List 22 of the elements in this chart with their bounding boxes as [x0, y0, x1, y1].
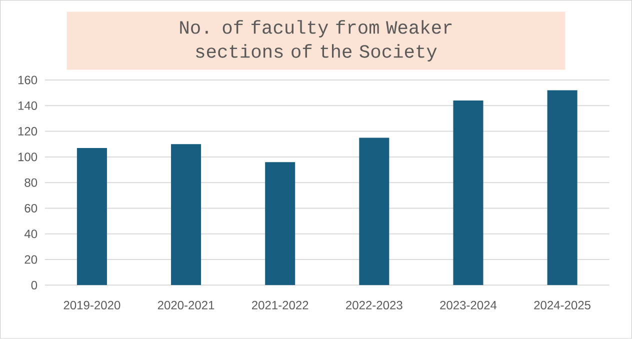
y-tick-label: 20: [24, 255, 38, 264]
bar: [547, 90, 578, 286]
y-tick-label: 140: [18, 102, 38, 110]
y-tick-label: 0: [31, 281, 38, 290]
x-tick-label: 2024-2025: [534, 301, 590, 310]
x-tick-label: 2022-2023: [346, 301, 402, 310]
bar: [453, 100, 484, 286]
bar: [76, 148, 107, 286]
y-tick-label: 100: [18, 152, 38, 162]
x-tick-label: 2020-2021: [158, 301, 214, 310]
y-tick-label: 160: [18, 76, 38, 84]
bar: [171, 144, 202, 286]
x-tick-label: 2023-2024: [440, 301, 497, 310]
x-tick-label: 2019-2020: [64, 301, 120, 310]
bar: [265, 162, 296, 286]
bar: [359, 138, 390, 286]
y-tick-label: 40: [24, 230, 38, 238]
chart-title: No. of faculty from Weaker sections of the Society: [180, 20, 452, 62]
y-tick-label: 80: [24, 178, 38, 187]
y-tick-label: 120: [18, 127, 38, 136]
x-tick-label: 2021-2022: [252, 301, 308, 310]
y-tick-label: 60: [24, 204, 38, 213]
